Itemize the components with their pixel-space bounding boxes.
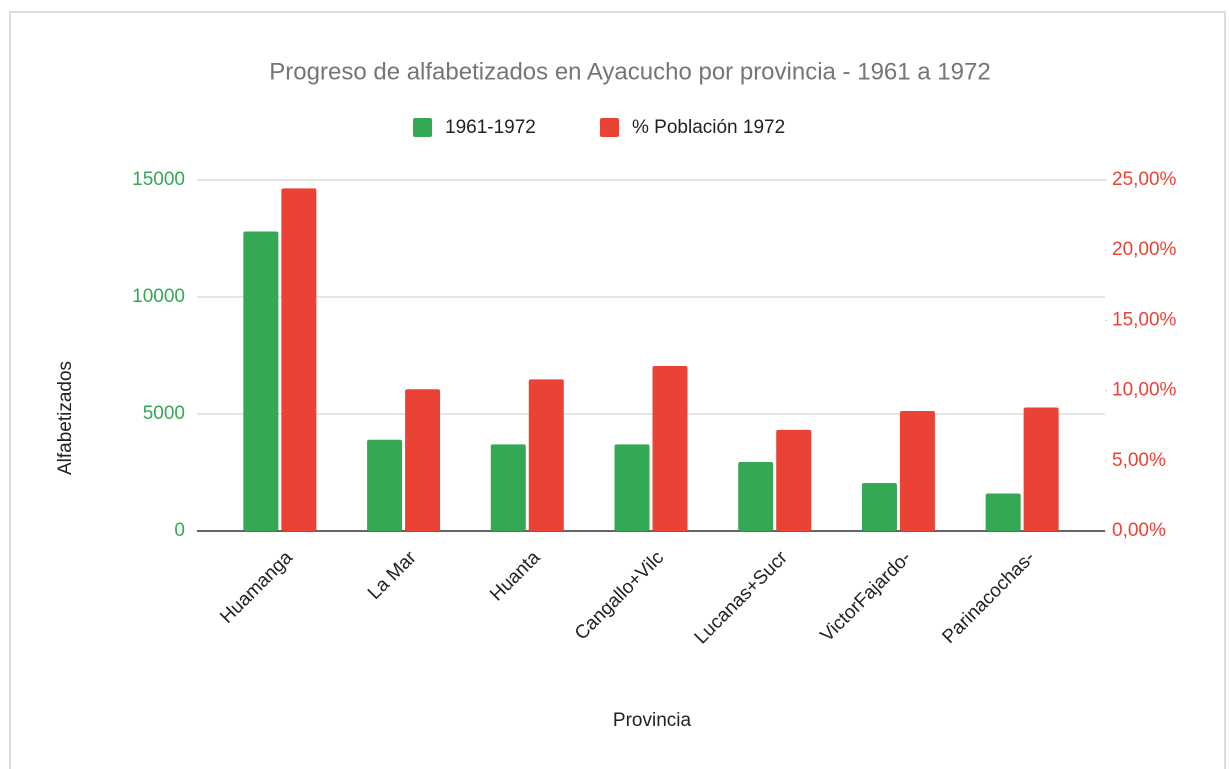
y-tick-label: 5000 bbox=[143, 403, 185, 424]
bar bbox=[243, 231, 279, 532]
legend-label: 1961-1972 bbox=[445, 117, 536, 138]
chart-title: Progreso de alfabetizados en Ayacucho po… bbox=[269, 58, 990, 85]
bar bbox=[281, 188, 317, 531]
bar bbox=[405, 389, 441, 531]
y-axis-label: Alfabetizados bbox=[55, 361, 76, 475]
y2-tick-label: 10,00% bbox=[1112, 380, 1177, 401]
bar bbox=[861, 483, 897, 531]
bar bbox=[528, 379, 564, 531]
bar bbox=[367, 439, 403, 531]
y-tick-label: 0 bbox=[174, 520, 185, 541]
bar bbox=[985, 493, 1021, 531]
y2-tick-label: 15,00% bbox=[1112, 309, 1177, 330]
bar bbox=[490, 444, 526, 531]
bar bbox=[738, 461, 774, 531]
y2-tick-label: 20,00% bbox=[1112, 239, 1177, 260]
chart-frame bbox=[9, 11, 1226, 769]
bar bbox=[614, 444, 650, 531]
y-tick-label: 10000 bbox=[132, 286, 185, 307]
y-tick-label: 15000 bbox=[132, 169, 185, 190]
legend-label: % Población 1972 bbox=[632, 117, 785, 138]
bar bbox=[899, 410, 935, 531]
x-axis-label: Provincia bbox=[613, 710, 692, 731]
y2-tick-label: 25,00% bbox=[1112, 169, 1177, 190]
bar bbox=[776, 429, 812, 531]
legend-swatch bbox=[600, 118, 619, 137]
y2-tick-label: 0,00% bbox=[1112, 520, 1166, 541]
y2-tick-label: 5,00% bbox=[1112, 450, 1166, 471]
bar bbox=[652, 366, 688, 531]
bar bbox=[1023, 407, 1059, 531]
legend-swatch bbox=[413, 118, 432, 137]
